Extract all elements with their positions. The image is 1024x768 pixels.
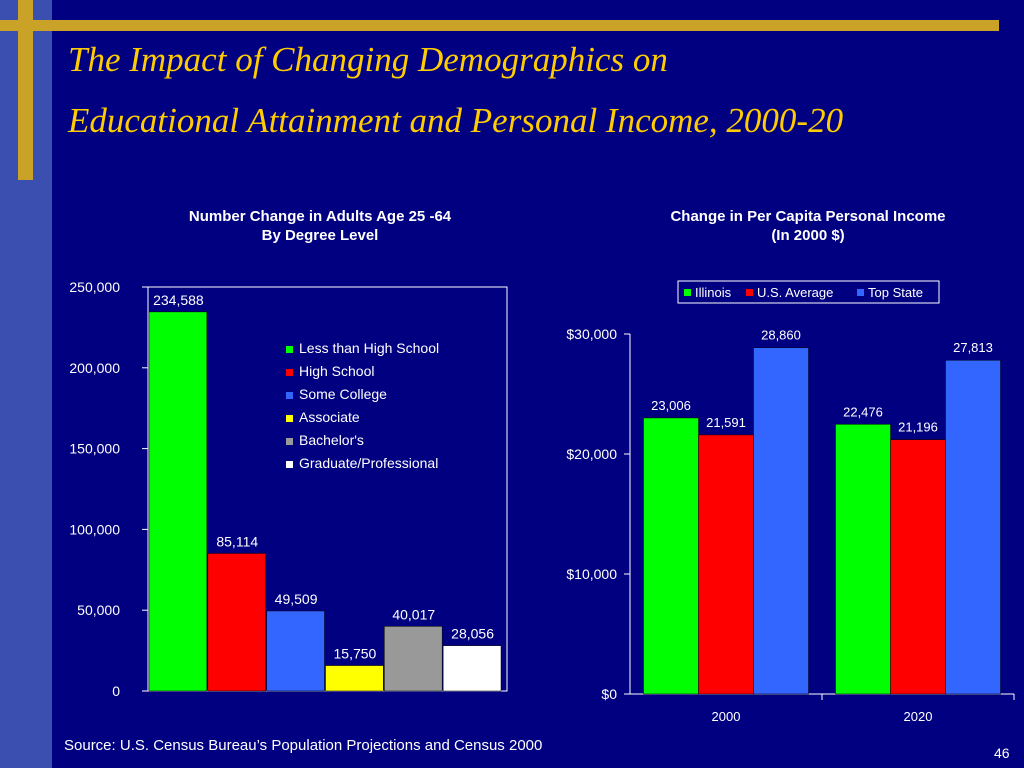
chart1-ytick-label: 200,000 (69, 360, 120, 376)
chart1-ytick-label: 150,000 (69, 441, 120, 457)
chart1-data-label: 40,017 (392, 606, 435, 622)
chart1-legend-swatch (286, 438, 293, 445)
chart1-data-label: 28,056 (451, 626, 494, 642)
chart1-legend-swatch (286, 415, 293, 422)
chart1-data-label: 49,509 (275, 591, 318, 607)
chart2-bar (643, 417, 699, 695)
source-note: Source: U.S. Census Bureau’s Population … (64, 737, 543, 754)
chart2-xtick-label: 2020 (904, 709, 933, 724)
chart2-bar (945, 359, 1001, 695)
chart2-legend-label: Illinois (695, 285, 732, 300)
chart1-bar (266, 610, 325, 692)
chart1-legend-swatch (286, 346, 293, 353)
chart2-ytick-label: $30,000 (566, 326, 617, 342)
chart2-data-label: 22,476 (843, 404, 883, 419)
chart1-bar (325, 665, 384, 692)
vertical-accent-bar (18, 0, 33, 180)
chart1-ytick-label: 250,000 (69, 279, 120, 295)
chart2-title: Change in Per Capita Personal Income (In… (598, 207, 1018, 245)
chart2-legend-swatch (684, 289, 691, 296)
chart1-legend-label: Bachelor's (299, 432, 364, 448)
chart2-title-line-2: (In 2000 $) (771, 227, 845, 244)
chart2-bar (698, 434, 754, 695)
chart2-ytick-label: $0 (601, 686, 617, 702)
chart1-legend-label: Associate (299, 409, 360, 425)
chart1-legend-swatch (286, 369, 293, 376)
chart2-legend-swatch (746, 289, 753, 296)
chart2-data-label: 28,860 (761, 328, 801, 343)
chart1-legend-label: Less than High School (299, 340, 439, 356)
chart1-data-label: 85,114 (216, 533, 258, 549)
chart1-ytick-label: 50,000 (77, 602, 120, 618)
chart1-title-line-1: Number Change in Adults Age 25 -64 (188, 208, 452, 225)
chart2-data-label: 21,591 (706, 415, 746, 430)
chart2-data-label: 23,006 (651, 398, 691, 413)
slide-title-line-1: The Impact of Changing Demographics on (68, 40, 668, 79)
chart1-bar (384, 626, 443, 692)
chart2-bar (890, 439, 946, 695)
chart2-ytick-label: $20,000 (566, 446, 617, 462)
slide-title-line-2: Educational Attainment and Personal Inco… (68, 101, 844, 140)
chart1-data-label: 234,588 (153, 292, 204, 308)
chart2-legend-swatch (857, 289, 864, 296)
chart1-legend-swatch (286, 392, 293, 399)
chart1-ytick-label: 100,000 (69, 521, 120, 537)
chart2-data-label: 21,196 (898, 420, 938, 435)
chart2-legend-label: Top State (868, 285, 923, 300)
chart2-bar (835, 424, 891, 695)
chart1-legend-label: Graduate/Professional (299, 455, 438, 471)
chart1-bar (148, 311, 208, 692)
chart2-legend-label: U.S. Average (757, 285, 833, 300)
chart2-bar (753, 347, 809, 695)
chart1-legend-label: Some College (299, 386, 387, 402)
chart2-title-line-1: Change in Per Capita Personal Income (670, 208, 946, 225)
chart1-bar (442, 645, 502, 692)
chart1-data-label: 15,750 (334, 646, 377, 662)
chart2-ytick-label: $10,000 (566, 566, 617, 582)
chart1-title-line-2: By Degree Level (261, 227, 379, 244)
chart2-data-label: 27,813 (953, 340, 993, 355)
horizontal-accent-bar (0, 20, 999, 31)
chart1-ytick-label: 0 (112, 683, 120, 699)
chart2-legend-box (677, 280, 940, 304)
chart1-legend-label: High School (299, 363, 375, 379)
page-number: 46 (994, 745, 1010, 761)
chart1-title: Number Change in Adults Age 25 -64 By De… (110, 207, 530, 245)
chart1-legend-swatch (286, 461, 293, 468)
chart2-xtick-label: 2000 (712, 709, 741, 724)
chart1-bar (207, 553, 266, 692)
